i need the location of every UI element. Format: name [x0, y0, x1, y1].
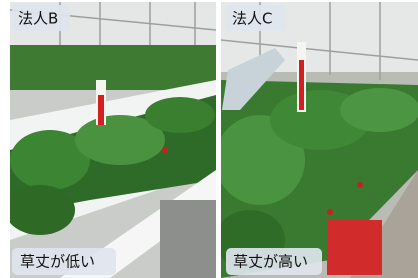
panel-caption: 草丈が高い [233, 253, 308, 271]
label-left-bottom: 草丈が低い [12, 248, 116, 275]
label-right-top: 法人C [225, 5, 286, 31]
photo-left [5, 2, 216, 278]
panel-label: 法人C [232, 10, 272, 28]
panel-label: 法人B [18, 10, 58, 28]
panel-caption: 草丈が低い [20, 253, 95, 271]
label-left-top: 法人B [12, 5, 70, 31]
screenshot: 法人B 草丈が低い 法人C 草丈が高い [0, 0, 418, 278]
photo-right [215, 2, 418, 278]
label-right-bottom: 草丈が高い [226, 248, 322, 275]
